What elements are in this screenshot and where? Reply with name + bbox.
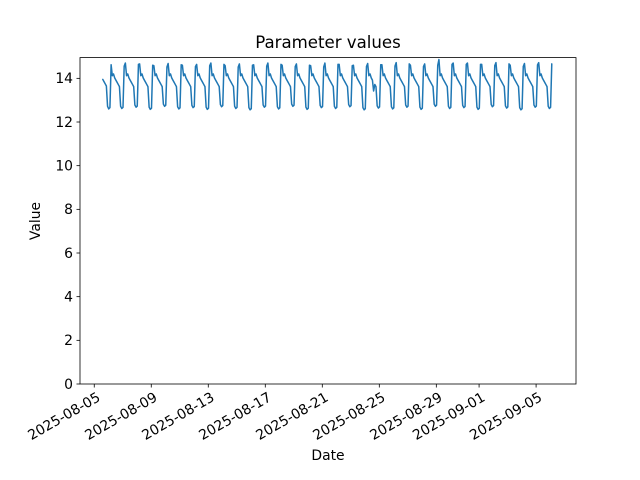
axes-spines: [79, 57, 577, 385]
y-tick-label: 8: [64, 202, 73, 218]
data-line: [102, 58, 553, 111]
y-tick-label: 10: [55, 158, 73, 174]
chart-title: Parameter values: [255, 33, 401, 52]
y-tick-label: 14: [55, 71, 73, 87]
x-axis-label: Date: [311, 448, 345, 464]
y-tick-label: 6: [64, 246, 73, 262]
y-tick-label: 12: [55, 115, 73, 131]
y-tick-label: 0: [64, 377, 73, 393]
y-tick-label: 4: [64, 289, 73, 305]
y-tick-label: 2: [64, 333, 73, 349]
